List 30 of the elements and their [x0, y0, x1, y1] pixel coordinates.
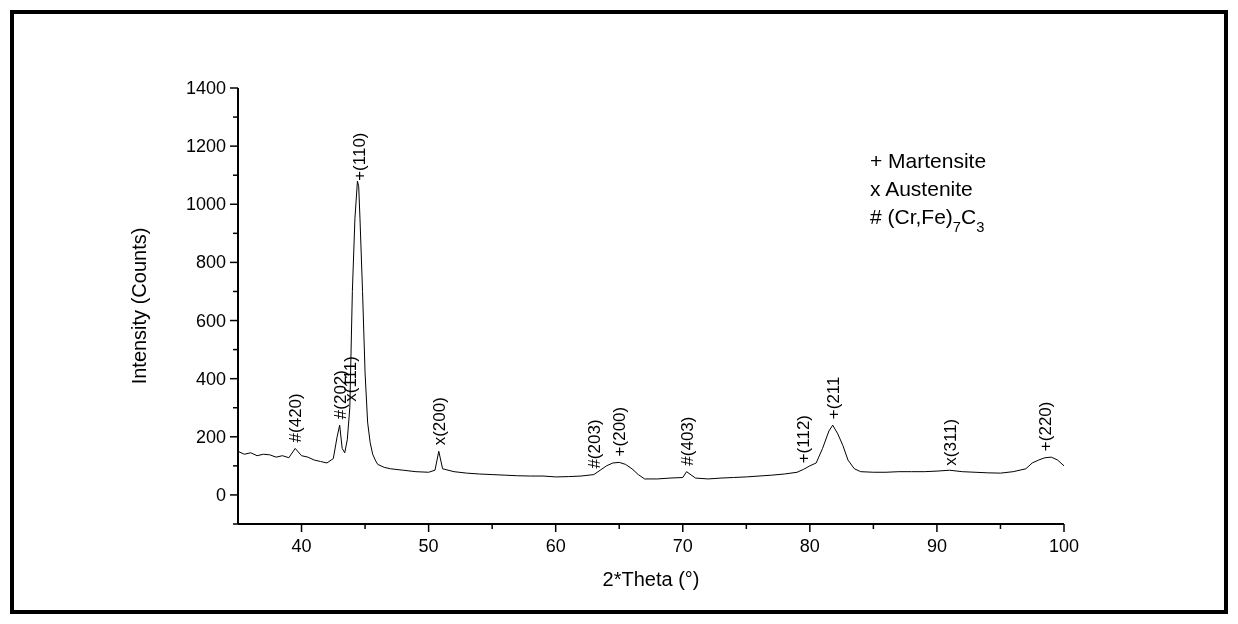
- y-tick-label: 1000: [185, 194, 226, 215]
- annotation: # (Cr,Fe)$_{7}$C$_{3}$: [870, 205, 985, 235]
- annotation: +(110): [349, 132, 369, 181]
- x-tick-label: 40: [291, 536, 312, 556]
- x-tick-label: 50: [418, 536, 439, 556]
- y-tick-label: 0: [215, 484, 226, 505]
- annotation: +(112): [794, 415, 814, 464]
- annotation: #(403): [677, 416, 697, 466]
- y-tick-label: 200: [195, 426, 226, 447]
- x-tick-label: 60: [545, 536, 566, 556]
- x-axis-title: 2*Theta (°): [602, 568, 700, 590]
- y-axis-title: Intensity (Counts): [128, 227, 150, 385]
- y-tick-label: 600: [195, 310, 226, 331]
- y-tick-label: 1400: [185, 78, 226, 98]
- x-tick-label: 100: [1048, 536, 1080, 556]
- y-tick-label: 800: [195, 252, 226, 273]
- y-tick-label: 1200: [185, 136, 226, 157]
- annotation: +(220): [1035, 401, 1055, 452]
- annotation: x(200): [429, 397, 449, 446]
- y-tick-label: 400: [195, 368, 226, 389]
- x-tick-label: 90: [926, 536, 947, 556]
- annotation: +(211: [823, 376, 843, 420]
- annotation: #(420): [286, 393, 306, 443]
- annotation: x Austenite: [870, 177, 973, 200]
- x-tick-label: 80: [799, 536, 820, 556]
- annotation: + Martensite: [870, 149, 987, 172]
- x-tick-label: 70: [672, 536, 693, 556]
- annotation: #(203): [584, 419, 604, 469]
- annotation: +(200): [610, 406, 630, 457]
- annotation: x(311): [940, 418, 960, 466]
